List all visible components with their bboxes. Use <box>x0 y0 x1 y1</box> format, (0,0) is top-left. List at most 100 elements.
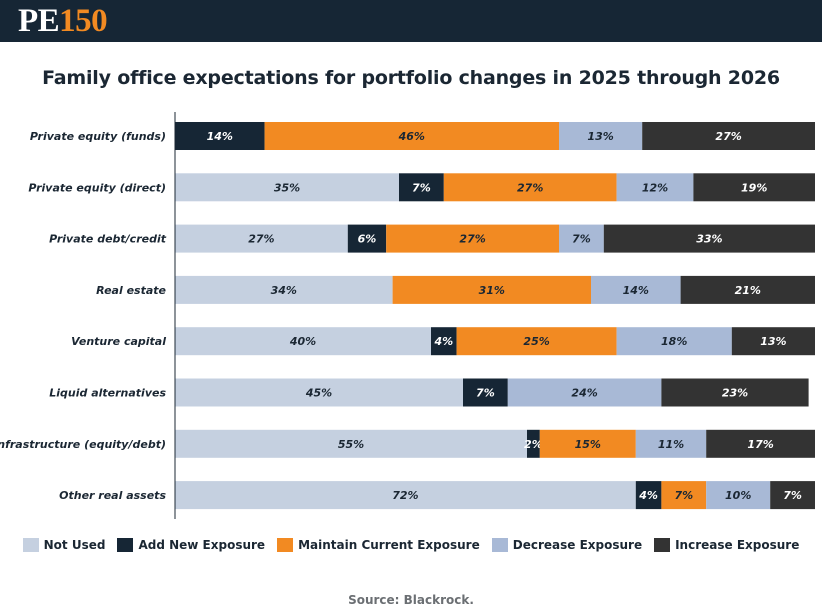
value-label-liquid-alternatives-increase-exposure: 23% <box>722 387 748 400</box>
value-label-real-estate-maintain-current-exposure: 31% <box>479 284 505 297</box>
legend-item-not-used: Not Used <box>22 538 106 552</box>
category-label-private-equity-funds: Private equity (funds) <box>30 130 166 143</box>
legend-swatch <box>277 538 294 552</box>
value-label-private-equity-funds-maintain-current-exposure: 46% <box>398 130 425 143</box>
value-label-infrastructure-equity-debt-increase-exposure: 17% <box>747 438 773 451</box>
value-label-venture-capital-not-used: 40% <box>289 335 316 348</box>
value-label-private-equity-direct-not-used: 35% <box>274 181 300 194</box>
bar-infrastructure-equity-debt-add-new-exposure <box>527 429 540 458</box>
bar-venture-capital-add-new-exposure <box>431 327 457 356</box>
bar-real-estate-maintain-current-exposure <box>392 275 591 304</box>
bar-private-debt-credit-not-used <box>175 224 348 253</box>
category-label-real-estate: Real estate <box>96 284 166 297</box>
bar-private-equity-funds-increase-exposure <box>642 122 815 150</box>
bar-private-debt-credit-increase-exposure <box>603 224 815 253</box>
value-label-private-debt-credit-decrease-exposure: 7% <box>572 233 591 246</box>
bar-venture-capital-increase-exposure <box>731 327 815 356</box>
bar-infrastructure-equity-debt-maintain-current-exposure <box>539 429 636 458</box>
bar-liquid-alternatives-decrease-exposure <box>507 378 662 407</box>
pe150-logo[interactable]: PE150 <box>18 3 108 39</box>
value-label-venture-capital-increase-exposure: 13% <box>760 335 786 348</box>
value-label-private-equity-direct-add-new-exposure: 7% <box>412 181 431 194</box>
value-label-infrastructure-equity-debt-maintain-current-exposure: 15% <box>575 438 601 451</box>
value-label-private-debt-credit-not-used: 27% <box>248 233 274 246</box>
bar-liquid-alternatives-add-new-exposure <box>463 378 508 407</box>
legend-swatch <box>491 538 508 552</box>
value-label-private-debt-credit-add-new-exposure: 6% <box>358 233 377 246</box>
value-label-private-debt-credit-increase-exposure: 33% <box>696 233 722 246</box>
bar-private-equity-direct-decrease-exposure <box>616 173 694 202</box>
bar-private-equity-direct-maintain-current-exposure <box>443 173 617 202</box>
value-label-infrastructure-equity-debt-add-new-exposure: 2% <box>524 438 543 451</box>
bar-real-estate-decrease-exposure <box>591 275 681 304</box>
bar-private-debt-credit-add-new-exposure <box>347 224 387 253</box>
legend-item-decrease-exposure: Decrease Exposure <box>491 538 643 552</box>
category-label-infrastructure-equity-debt: Infrastructure (equity/debt) <box>0 438 166 451</box>
bar-private-debt-credit-maintain-current-exposure <box>386 224 559 253</box>
chart-legend: Not Used Add New Exposure Maintain Current… <box>0 538 822 552</box>
value-label-real-estate-decrease-exposure: 14% <box>623 284 649 297</box>
value-label-other-real-assets-increase-exposure: 7% <box>783 489 802 502</box>
bar-real-estate-not-used <box>175 275 393 304</box>
legend-swatch <box>22 538 39 552</box>
logo-text-pe: PE <box>18 3 60 39</box>
bar-other-real-assets-maintain-current-exposure <box>661 481 707 510</box>
value-label-venture-capital-add-new-exposure: 4% <box>433 335 453 348</box>
value-label-venture-capital-decrease-exposure: 18% <box>661 335 687 348</box>
value-label-infrastructure-equity-debt-not-used: 55% <box>338 438 364 451</box>
source-note: Source: Blackrock. <box>348 593 474 607</box>
value-label-private-equity-direct-decrease-exposure: 12% <box>642 181 668 194</box>
value-label-real-estate-not-used: 34% <box>271 284 297 297</box>
legend-swatch <box>654 538 671 552</box>
bar-other-real-assets-not-used <box>175 481 636 510</box>
category-label-private-equity-direct: Private equity (direct) <box>28 181 166 194</box>
value-label-private-equity-direct-increase-exposure: 19% <box>741 181 767 194</box>
bar-private-equity-funds-maintain-current-exposure <box>264 122 559 150</box>
bar-real-estate-increase-exposure <box>680 275 815 304</box>
value-label-liquid-alternatives-decrease-exposure: 24% <box>571 387 597 400</box>
legend-item-maintain-current-exposure: Maintain Current Exposure <box>277 538 480 552</box>
value-label-liquid-alternatives-add-new-exposure: 7% <box>476 387 495 400</box>
value-label-private-debt-credit-maintain-current-exposure: 27% <box>459 233 485 246</box>
legend-swatch <box>117 538 134 552</box>
value-label-other-real-assets-not-used: 72% <box>392 489 418 502</box>
legend-item-add-new-exposure: Add New Exposure <box>117 538 265 552</box>
legend-label: Decrease Exposure <box>512 538 643 552</box>
category-label-venture-capital: Venture capital <box>71 335 166 348</box>
category-label-other-real-assets: Other real assets <box>59 489 166 502</box>
bar-private-equity-funds-decrease-exposure <box>559 122 643 150</box>
bar-venture-capital-maintain-current-exposure <box>456 327 617 356</box>
category-label-private-debt-credit: Private debt/credit <box>49 233 167 246</box>
bar-venture-capital-not-used <box>175 327 431 356</box>
bar-infrastructure-equity-debt-not-used <box>175 429 527 458</box>
bar-venture-capital-decrease-exposure <box>616 327 732 356</box>
value-label-real-estate-increase-exposure: 21% <box>735 284 761 297</box>
legend-label: Add New Exposure <box>138 538 266 552</box>
value-label-other-real-assets-add-new-exposure: 4% <box>638 489 658 502</box>
bar-liquid-alternatives-not-used <box>175 378 463 407</box>
logo-text-150: 150 <box>59 3 108 39</box>
value-label-infrastructure-equity-debt-decrease-exposure: 11% <box>658 438 684 451</box>
chart-title: Family office expectations for portfolio… <box>42 67 780 89</box>
bar-other-real-assets-add-new-exposure <box>635 481 662 510</box>
stacked-bar-chart: Private equity (funds) 14% 46% 13% 27% Privat… <box>0 112 815 519</box>
value-label-private-equity-funds-add-new-exposure: 14% <box>207 130 233 143</box>
value-label-liquid-alternatives-not-used: 45% <box>305 387 332 400</box>
value-label-private-equity-funds-decrease-exposure: 13% <box>587 130 613 143</box>
bar-other-real-assets-decrease-exposure <box>706 481 771 510</box>
bar-private-equity-direct-increase-exposure <box>693 173 815 202</box>
bar-infrastructure-equity-debt-decrease-exposure <box>635 429 707 458</box>
bar-infrastructure-equity-debt-increase-exposure <box>706 429 815 458</box>
legend-item-increase-exposure: Increase Exposure <box>654 538 799 552</box>
value-label-private-equity-direct-maintain-current-exposure: 27% <box>517 181 543 194</box>
value-label-other-real-assets-maintain-current-exposure: 7% <box>674 489 693 502</box>
bar-private-equity-funds-add-new-exposure <box>175 122 265 150</box>
bar-private-equity-direct-not-used <box>175 173 399 202</box>
category-label-liquid-alternatives: Liquid alternatives <box>49 387 166 400</box>
bar-private-debt-credit-decrease-exposure <box>559 224 604 253</box>
value-label-other-real-assets-decrease-exposure: 10% <box>725 489 751 502</box>
bar-private-equity-direct-add-new-exposure <box>399 173 444 202</box>
value-label-private-equity-funds-increase-exposure: 27% <box>715 130 741 143</box>
legend-label: Increase Exposure <box>675 538 800 552</box>
legend-label: Not Used <box>43 538 106 552</box>
